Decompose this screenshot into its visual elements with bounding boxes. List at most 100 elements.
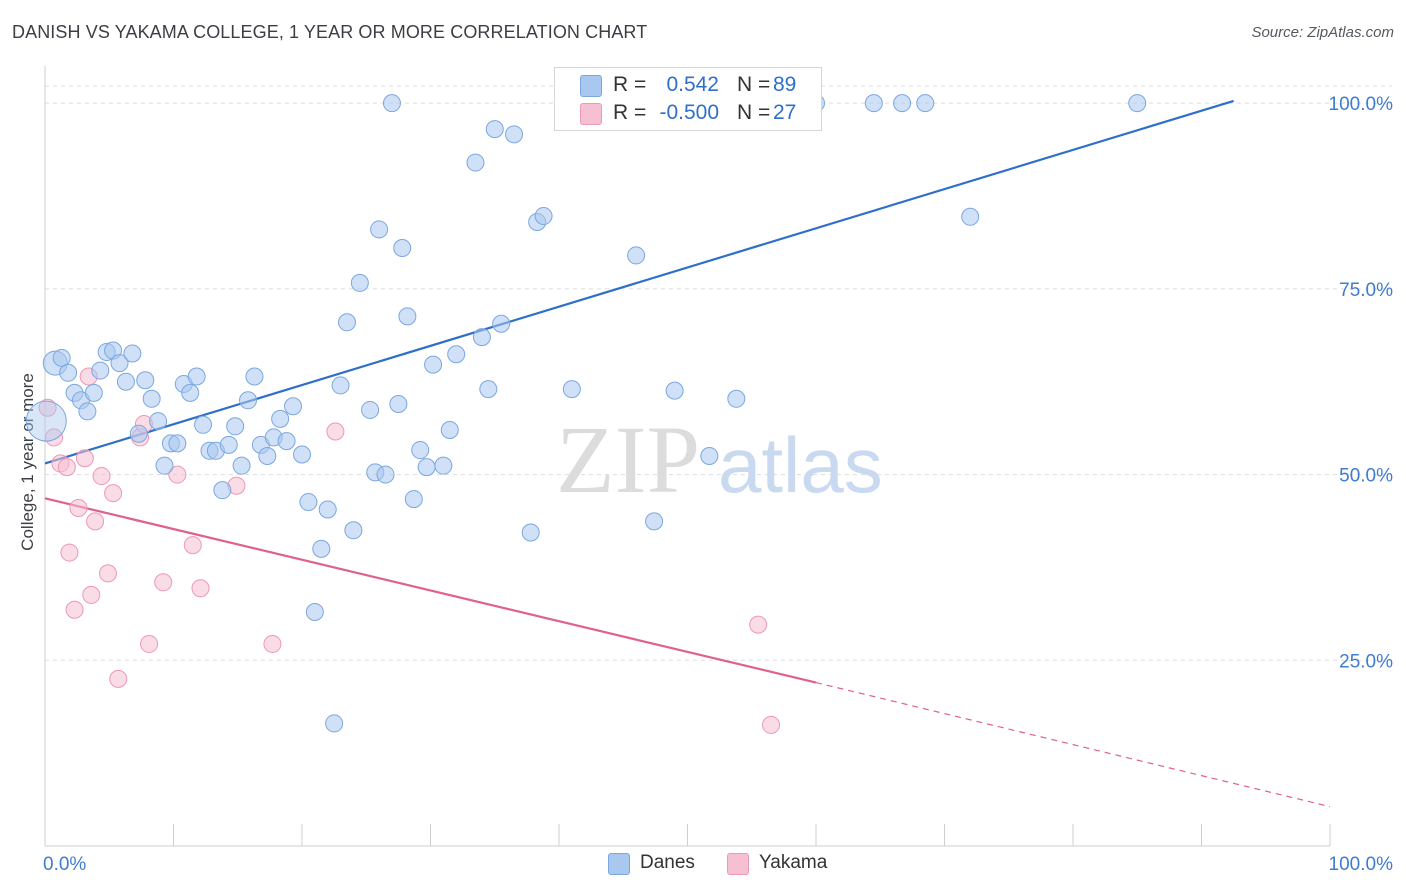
danes-point-31 (245, 367, 264, 386)
danes-point-2 (59, 363, 78, 382)
danes-point-66 (485, 120, 504, 139)
legend-yakama-label: Yakama (759, 852, 828, 873)
danes-point-7 (91, 361, 110, 380)
danes-point-77 (665, 381, 684, 400)
danes-point-56 (404, 490, 423, 509)
yakama-point-11 (92, 467, 111, 486)
danes-point-59 (424, 355, 443, 374)
correlation-stats-box: R = 0.542 N = 89 R = -0.500 N = 27 (554, 67, 822, 131)
danes-n-value: 89 (773, 73, 797, 96)
danes-point-11 (116, 372, 135, 391)
danes-point-36 (277, 432, 296, 451)
stats-row-danes: R = 0.542 N = 89 (555, 71, 821, 99)
yakama-point-6 (69, 499, 88, 517)
yakama-point-26 (762, 715, 781, 734)
watermark-zip: ZIP (556, 406, 700, 513)
danes-point-61 (440, 421, 459, 439)
danes-point-68 (505, 125, 524, 144)
danes-point-44 (331, 376, 350, 395)
danes-point-14 (136, 371, 155, 390)
chart-title: DANISH VS YAKAMA COLLEGE, 1 YEAR OR MORE… (12, 22, 648, 42)
y-tick-label-0: 25.0% (1339, 651, 1393, 672)
danes-point-40 (305, 603, 324, 621)
legend-yakama-swatch (727, 853, 749, 875)
yakama-r-value: -0.500 (659, 101, 719, 124)
danes-point-71 (521, 523, 540, 542)
danes-swatch (580, 75, 602, 97)
legend-danes-label: Danes (640, 852, 695, 873)
axes (44, 66, 1331, 847)
danes-point-58 (417, 458, 436, 477)
danes-point-54 (393, 239, 412, 257)
yakama-point-25 (749, 615, 768, 634)
danes-point-75 (627, 246, 646, 265)
yakama-r-label: R = (613, 101, 647, 124)
danes-point-10 (110, 354, 129, 373)
danes-point-51 (376, 465, 395, 484)
danes-point-76 (645, 512, 664, 531)
danes-r-label: R = (613, 73, 647, 96)
danes-point-48 (361, 400, 380, 419)
danes-point-29 (232, 456, 251, 475)
danes-point-28 (226, 417, 245, 436)
yakama-point-19 (168, 465, 187, 484)
yakama-point-17 (140, 634, 159, 653)
danes-point-79 (727, 389, 746, 408)
danes-point-38 (293, 445, 311, 464)
danes-point-65 (479, 380, 498, 399)
x-tick-label-0: 0.0% (43, 854, 86, 875)
danes-point-large (25, 400, 67, 442)
danes-point-78 (700, 447, 719, 465)
danes-point-37 (284, 397, 303, 416)
yakama-point-5 (65, 600, 84, 619)
danes-point-16 (149, 412, 168, 431)
danes-point-53 (389, 395, 408, 413)
yakama-point-0 (38, 398, 57, 417)
yakama-point-24 (326, 422, 345, 441)
danes-point-13 (129, 424, 148, 443)
danes-point-41 (312, 539, 331, 558)
danes-point-26 (213, 481, 232, 500)
x-tick-label-1: 100.0% (1329, 854, 1394, 875)
yakama-point-23 (263, 634, 282, 653)
danes-points (25, 94, 1147, 733)
yakama-trend-extension (815, 681, 1331, 808)
yakama-point-9 (82, 585, 101, 604)
yakama-n-label: N = (737, 101, 771, 124)
danes-point-55 (398, 307, 417, 326)
yakama-n-value: 27 (773, 101, 797, 124)
yakama-point-1 (44, 428, 63, 447)
danes-point-45 (337, 313, 356, 332)
danes-point-70 (534, 207, 553, 226)
yakama-trend-line (44, 497, 817, 684)
danes-point-57 (411, 441, 430, 460)
danes-point-64 (472, 328, 491, 347)
danes-point-63 (466, 153, 485, 172)
danes-point-52 (382, 94, 401, 113)
danes-point-67 (492, 314, 511, 333)
yakama-point-18 (154, 573, 173, 592)
yakama-point-10 (86, 512, 105, 531)
danes-point-19 (168, 434, 187, 453)
danes-point-21 (181, 383, 200, 402)
yakama-point-4 (60, 543, 79, 562)
danes-point-43 (325, 714, 344, 733)
watermark-atlas: atlas (718, 421, 883, 509)
danes-point-5 (78, 402, 97, 421)
danes-point-50 (370, 220, 389, 239)
danes-point-6 (84, 383, 103, 402)
yakama-point-12 (98, 564, 117, 583)
danes-point-39 (299, 493, 318, 512)
y-tick-label-2: 75.0% (1339, 280, 1393, 301)
source-label: Source: ZipAtlas.com (1251, 24, 1394, 41)
danes-point-42 (318, 500, 337, 519)
yakama-swatch (580, 103, 602, 125)
danes-point-84 (961, 207, 980, 226)
stats-row-yakama: R = -0.500 N = 27 (555, 99, 821, 127)
watermark: ZIP atlas (556, 406, 883, 513)
danes-point-72 (562, 380, 581, 399)
danes-r-value: 0.542 (666, 73, 719, 96)
danes-point-82 (893, 94, 912, 113)
yakama-point-3 (57, 458, 76, 477)
